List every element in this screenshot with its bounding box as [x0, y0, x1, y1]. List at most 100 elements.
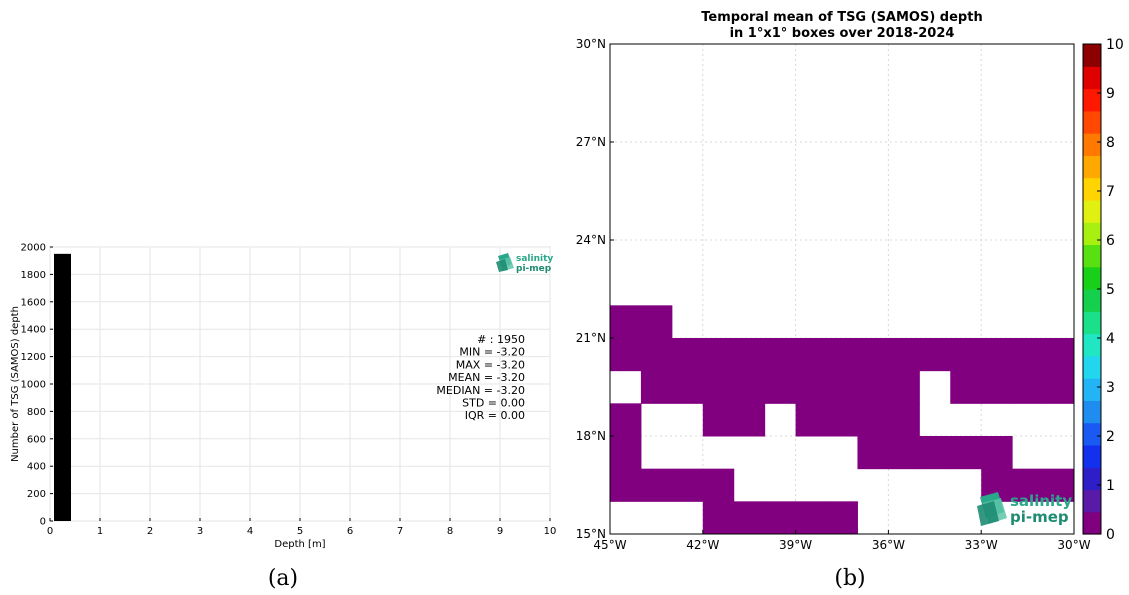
colorbar-tick-label: 1 — [1106, 478, 1115, 494]
map-cell — [671, 338, 704, 372]
hist-y-tick-label: 0 — [40, 517, 46, 528]
map-cell — [1012, 468, 1044, 502]
salinity-logo-icon — [496, 253, 514, 272]
map-cell — [857, 370, 889, 404]
hist-y-tick-label: 1400 — [21, 325, 46, 336]
map-cell — [764, 501, 797, 535]
map-cell — [733, 370, 766, 404]
colorbar-segment — [1083, 110, 1101, 134]
colorbar-tick-label: 3 — [1106, 380, 1115, 396]
map-cell — [857, 436, 889, 470]
map-cell — [919, 338, 951, 372]
colorbar-tick-label: 5 — [1106, 282, 1115, 298]
colorbar-segment — [1083, 467, 1101, 491]
hist-x-tick-label: 7 — [397, 526, 403, 537]
map-cell — [640, 305, 673, 339]
colorbar-segment — [1083, 333, 1101, 357]
histogram-panel: 0 1 2 3 4 5 6 7 8 9 10 0 200 400 600 800 1000 1200 1400 16… — [10, 243, 556, 592]
hist-stat-line: MIN = -3.20 — [459, 346, 525, 359]
map-cell — [888, 436, 920, 470]
map-cell — [888, 338, 920, 372]
map-title-line1: Temporal mean of TSG (SAMOS) depth — [701, 10, 982, 25]
map-y-tick-label: 21°N — [576, 331, 606, 345]
colorbar-tick-label: 0 — [1106, 527, 1115, 543]
hist-bars — [54, 253, 71, 521]
map-cell — [702, 501, 735, 535]
map-cell — [981, 338, 1013, 372]
map-cell — [1043, 338, 1075, 372]
map-cell — [671, 468, 704, 502]
map-cell — [795, 501, 828, 535]
map-cell — [1012, 370, 1044, 404]
panel-label-a: (a) — [268, 566, 298, 591]
hist-stat-line: IQR = 0.00 — [465, 409, 525, 422]
map-x-tick-label: 33°W — [965, 538, 998, 552]
map-salinity-logo: salinity pi-mep — [977, 492, 1072, 526]
map-cell — [764, 338, 797, 372]
map-y-tick-label: 27°N — [576, 135, 606, 149]
colorbar-segment — [1083, 289, 1101, 312]
map-x-tick-label: 30°W — [1057, 538, 1090, 552]
colorbar-segment — [1083, 66, 1101, 90]
map-cell — [826, 501, 858, 535]
map-y-tick-label: 24°N — [576, 233, 606, 247]
map-cell — [610, 338, 642, 372]
hist-y-tick-label: 200 — [27, 489, 46, 500]
map-cell — [640, 370, 673, 404]
hist-x-tick-label: 5 — [297, 526, 303, 537]
map-cell — [888, 403, 920, 437]
map-cell — [671, 370, 704, 404]
map-y-tick-label: 18°N — [576, 429, 606, 443]
map-cell — [610, 305, 642, 339]
map-cell — [1012, 338, 1044, 372]
colorbar-segment — [1083, 422, 1101, 446]
map-cell — [826, 338, 858, 372]
hist-y-tick-label: 2000 — [21, 243, 46, 254]
hist-y-axis-label: Number of TSG (SAMOS) depth — [10, 306, 21, 462]
map-cell — [640, 338, 673, 372]
map-cell — [795, 338, 828, 372]
hist-logo-line2: pi-mep — [516, 264, 552, 274]
map-cell — [888, 370, 920, 404]
colorbar-segment — [1083, 511, 1101, 535]
hist-y-tick-label: 1000 — [21, 380, 46, 391]
map-x-tick-label: 39°W — [779, 538, 812, 552]
colorbar-segment — [1083, 400, 1101, 424]
map-cell — [826, 370, 858, 404]
hist-logo-line1: salinity — [516, 254, 553, 264]
map-cells — [610, 305, 1075, 535]
hist-x-tick-label: 9 — [497, 526, 503, 537]
hist-y-tick-label: 800 — [27, 407, 46, 418]
colorbar-segment — [1083, 444, 1101, 468]
map-cell — [795, 403, 828, 437]
hist-stat-line: MEDIAN = -3.20 — [436, 384, 525, 397]
map-title-line2: in 1°x1° boxes over 2018-2024 — [730, 26, 955, 41]
hist-y-tick-label: 1800 — [21, 270, 46, 281]
map-cell — [981, 436, 1013, 470]
colorbar-segment — [1083, 199, 1101, 223]
map-cell — [733, 403, 766, 437]
colorbar-tick-label: 10 — [1106, 37, 1124, 53]
colorbar-tick-label: 8 — [1106, 135, 1115, 151]
hist-y-tick-label: 1600 — [21, 297, 46, 308]
colorbar-segment — [1083, 133, 1101, 156]
map-cell — [826, 403, 858, 437]
map-cell — [857, 403, 889, 437]
map-cell — [950, 370, 982, 404]
colorbar: 0 1 2 3 4 5 6 7 8 9 10 — [1082, 37, 1124, 543]
map-cell — [950, 338, 982, 372]
hist-stat-line: STD = 0.00 — [462, 397, 525, 410]
colorbar-segment — [1083, 177, 1101, 201]
map-cell — [919, 436, 951, 470]
hist-x-tick-label: 10 — [544, 526, 557, 537]
hist-grid — [49, 246, 551, 522]
hist-x-ticks: 0 1 2 3 4 5 6 7 8 9 10 — [47, 518, 557, 537]
map-cell — [795, 370, 828, 404]
colorbar-tick-label: 7 — [1106, 184, 1115, 200]
map-cell — [610, 403, 642, 437]
map-cell — [702, 338, 735, 372]
map-cell — [857, 338, 889, 372]
colorbar-segment — [1083, 244, 1101, 268]
